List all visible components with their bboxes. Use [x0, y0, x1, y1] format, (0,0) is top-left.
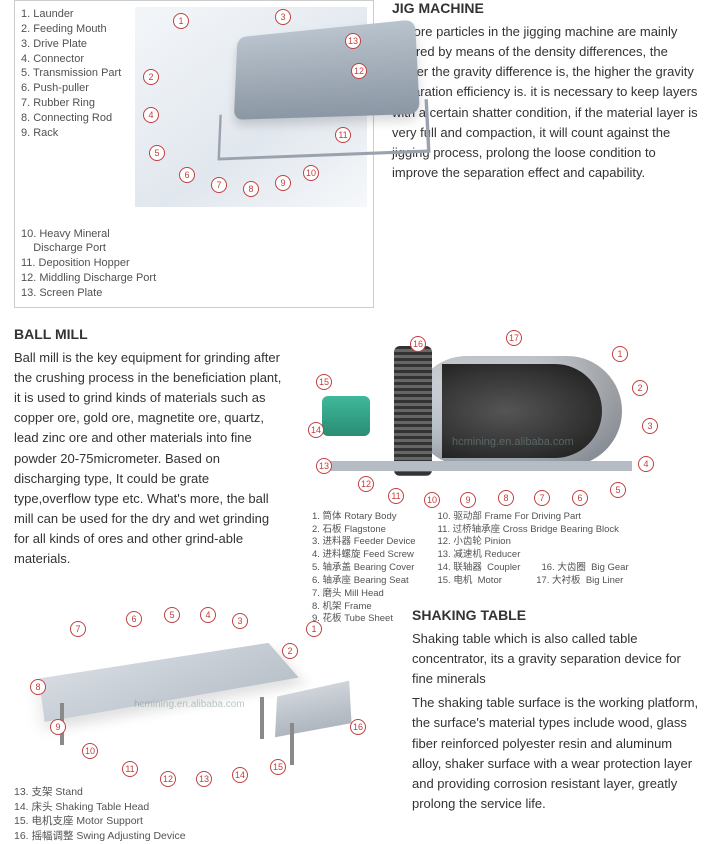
- marker-s14: 14: [232, 767, 248, 783]
- marker-b8: 8: [498, 490, 514, 506]
- marker-s1: 1: [306, 621, 322, 637]
- marker-b3: 3: [642, 418, 658, 434]
- ball-legend-item: 5. 轴承盖 Bearing Cover: [312, 562, 415, 575]
- jig-legend-item: 11. Deposition Hopper: [21, 256, 367, 271]
- marker-b16: 16: [410, 336, 426, 352]
- marker-s16: 16: [350, 719, 366, 735]
- marker-b6: 6: [572, 490, 588, 506]
- marker-s8: 8: [30, 679, 46, 695]
- marker-s9: 9: [50, 719, 66, 735]
- marker-b1: 1: [612, 346, 628, 362]
- shake-legend-item: 16. 摇幅调整 Swing Adjusting Device: [14, 829, 394, 844]
- ball-legend-item: 10. 驱动部 Frame For Driving Part: [437, 511, 628, 524]
- marker-s4: 4: [200, 607, 216, 623]
- marker-b4: 4: [638, 456, 654, 472]
- shake-body-2: The shaking table surface is the working…: [412, 693, 699, 814]
- shake-diagram-column: 1 2 3 4 5 6 7 8 9 10 11 12 13 14 15 16 h…: [14, 607, 394, 844]
- jig-legend-item: 8. Connecting Rod: [21, 111, 367, 126]
- shake-text-column: SHAKING TABLE Shaking table which is als…: [412, 607, 699, 844]
- ball-legend-item: 2. 石板 Flagstone: [312, 524, 415, 537]
- ball-legend-item: 4. 进料螺旋 Feed Screw: [312, 549, 415, 562]
- marker-s6: 6: [126, 611, 142, 627]
- marker-b2: 2: [632, 380, 648, 396]
- jig-legend-item: 7. Rubber Ring: [21, 96, 367, 111]
- jig-legend-item: 1. Launder: [21, 7, 367, 22]
- marker-b17: 17: [506, 330, 522, 346]
- jig-legend-item: 5. Transmission Part: [21, 66, 367, 81]
- marker-s3: 3: [232, 613, 248, 629]
- marker-b10: 10: [424, 492, 440, 508]
- marker-b11: 11: [388, 488, 404, 504]
- jig-legend-top: 1. Launder 2. Feeding Mouth 3. Drive Pla…: [21, 7, 367, 141]
- shake-legend-item: 15. 电机支座 Motor Support: [14, 814, 394, 829]
- jig-text-column: JIG MACHINE the ore particles in the jig…: [392, 0, 699, 308]
- marker-b9: 9: [460, 492, 476, 508]
- jig-legend-item: 2. Feeding Mouth: [21, 22, 367, 37]
- ball-legend-item: 11. 过桥轴承座 Cross Bridge Bearing Block: [437, 524, 628, 537]
- marker-6: 6: [179, 167, 195, 183]
- marker-b12: 12: [358, 476, 374, 492]
- marker-b5: 5: [610, 482, 626, 498]
- ball-text-column: BALL MILL Ball mill is the key equipment…: [14, 326, 284, 601]
- jig-legend-item: 13. Screen Plate: [21, 286, 367, 301]
- ball-title: BALL MILL: [14, 326, 284, 342]
- marker-8: 8: [243, 181, 259, 197]
- ball-legend-item: 3. 进料器 Feeder Device: [312, 536, 415, 549]
- shake-figure: 1 2 3 4 5 6 7 8 9 10 11 12 13 14 15 16 h…: [14, 607, 394, 787]
- jig-legend-bottom: 10. Heavy Mineral Discharge Port 11. Dep…: [21, 227, 367, 301]
- jig-legend-item: 12. Middling Discharge Port: [21, 271, 367, 286]
- jig-title: JIG MACHINE: [392, 0, 699, 16]
- ball-legend-item: 14. 联轴器 Coupler 16. 大齿圈 Big Gear: [437, 562, 628, 575]
- ball-body: Ball mill is the key equipment for grind…: [14, 348, 284, 570]
- jig-legend-item: 6. Push-puller: [21, 81, 367, 96]
- jig-legend-item: 3. Drive Plate: [21, 37, 367, 52]
- ball-legend-item: 13. 减速机 Reducer: [437, 549, 628, 562]
- ball-legend-item: 6. 轴承座 Bearing Seat: [312, 575, 415, 588]
- shake-watermark: hcmining.en.alibaba.com: [134, 699, 245, 710]
- shake-legend-item: 13. 支架 Stand: [14, 785, 394, 800]
- marker-s10: 10: [82, 743, 98, 759]
- jig-legend-item: 10. Heavy Mineral: [21, 227, 367, 242]
- marker-s13: 13: [196, 771, 212, 787]
- ball-diagram: hcmining.en.alibaba.com 1 2 3 4 5 6 7 8 …: [302, 326, 699, 601]
- jig-legend-item: 9. Rack: [21, 126, 367, 141]
- marker-b15: 15: [316, 374, 332, 390]
- marker-s2: 2: [282, 643, 298, 659]
- shake-body-1: Shaking table which is also called table…: [412, 629, 699, 689]
- marker-s5: 5: [164, 607, 180, 623]
- shake-legend-item: 14. 床头 Shaking Table Head: [14, 800, 394, 815]
- ball-legend-item: 12. 小齿轮 Pinion: [437, 536, 628, 549]
- marker-s15: 15: [270, 759, 286, 775]
- ball-legend-item: 15. 电机 Motor 17. 大衬板 Big Liner: [437, 575, 628, 588]
- shake-legend: 13. 支架 Stand 14. 床头 Shaking Table Head 1…: [14, 785, 394, 844]
- marker-9: 9: [275, 175, 291, 191]
- jig-diagram: Hengchang Mining Machinery 1. Launder 2.…: [14, 0, 374, 308]
- marker-b13: 13: [316, 458, 332, 474]
- ball-legend-item: 7. 磨头 Mill Head: [312, 588, 415, 601]
- jig-body: the ore particles in the jigging machine…: [392, 22, 699, 183]
- marker-s7: 7: [70, 621, 86, 637]
- marker-5: 5: [149, 145, 165, 161]
- jig-legend-item: Discharge Port: [21, 241, 367, 256]
- ball-legend-item: 1. 筒体 Rotary Body: [312, 511, 415, 524]
- marker-10: 10: [303, 165, 319, 181]
- marker-7: 7: [211, 177, 227, 193]
- ball-watermark: hcmining.en.alibaba.com: [452, 436, 574, 448]
- marker-b7: 7: [534, 490, 550, 506]
- marker-s11: 11: [122, 761, 138, 777]
- marker-s12: 12: [160, 771, 176, 787]
- marker-b14: 14: [308, 422, 324, 438]
- jig-legend-item: 4. Connector: [21, 52, 367, 67]
